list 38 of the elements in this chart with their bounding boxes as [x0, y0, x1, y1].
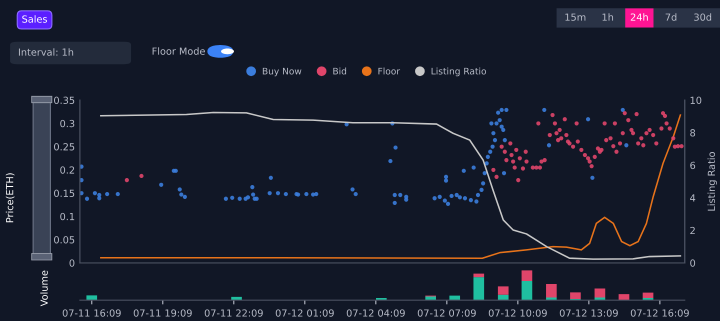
y2-tick-label: 6	[690, 162, 696, 170]
y-tick-label: 0.05	[54, 236, 74, 244]
y-tick-label: 0.3	[60, 120, 74, 128]
x-tick-label: 07-11 19:09	[134, 309, 192, 317]
y-tick-label: 0.25	[54, 143, 74, 150]
y-tick-label: 0.15	[54, 190, 74, 197]
y-axis-title: Volume	[40, 270, 48, 306]
text: 24h	[630, 13, 648, 21]
y2-tick-label: 0	[690, 259, 696, 267]
y2-tick-label: 10	[690, 96, 702, 104]
x-tick-label: 07-11 22:09	[204, 309, 263, 317]
legend-label: Floor	[378, 68, 400, 75]
x-tick-label: 07-12 16:09	[630, 309, 689, 317]
text: Sales	[22, 15, 48, 23]
x-tick-label: 07-12 13:09	[560, 309, 618, 317]
legend-label: Buy Now	[262, 68, 302, 76]
y2-tick-label: 8	[690, 129, 696, 137]
y2-tick-label: 2	[690, 226, 695, 234]
x-tick-label: 07-12 01:09	[276, 309, 334, 317]
text: 15m	[565, 14, 586, 21]
text: Floor Mode	[152, 47, 205, 55]
y-tick-label: 0.1	[60, 212, 74, 220]
y2-tick-label: 4	[690, 194, 696, 202]
legend-label: Bid	[333, 68, 346, 75]
y-tick-label: 0.35	[54, 96, 74, 104]
text: 7d	[666, 13, 676, 21]
x-tick-label: 07-12 04:09	[346, 309, 405, 317]
y-axis-title: Price(ETH)	[6, 173, 14, 222]
text: Interval: 1h	[18, 48, 74, 56]
x-tick-label: 07-12 07:09	[418, 309, 476, 317]
y2-axis-title: Listing Ratio	[708, 152, 717, 211]
y-tick-label: 0.2	[60, 166, 74, 174]
x-tick-label: 07-11 16:09	[62, 309, 121, 317]
text: 30d	[694, 13, 712, 21]
x-tick-label: 07-12 10:09	[488, 309, 547, 317]
y-tick-label: 0	[70, 259, 74, 267]
legend-label: Listing Ratio	[432, 68, 486, 76]
text: 1h	[602, 13, 614, 21]
